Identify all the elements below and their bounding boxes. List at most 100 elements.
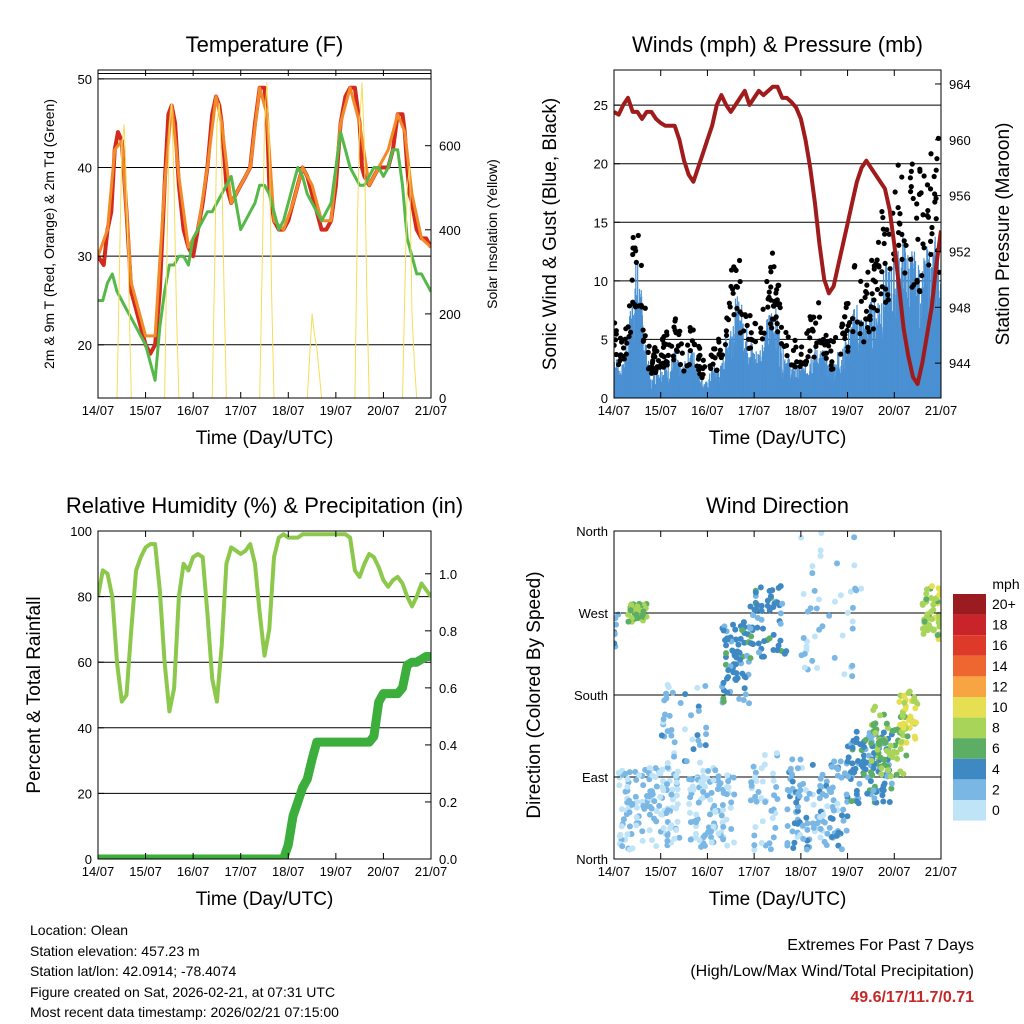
gust-point [804, 330, 810, 336]
winds-ytick-label: 10 [594, 274, 608, 289]
direction-point [626, 809, 633, 816]
direction-point [708, 789, 715, 796]
gust-point [920, 212, 926, 218]
direction-point [759, 778, 766, 785]
direction-point [687, 819, 694, 826]
gust-point [895, 204, 901, 211]
direction-point [732, 636, 739, 643]
gust-point [842, 335, 848, 342]
winds-ylabel: Sonic Wind & Gust (Blue, Black) [540, 98, 561, 370]
legend-title: mph [992, 576, 1019, 592]
direction-point [855, 757, 862, 764]
gust-point [689, 338, 695, 344]
direction-point [818, 531, 825, 536]
gust-point [816, 300, 822, 306]
direction-point [700, 767, 707, 774]
gust-point [915, 236, 921, 242]
gust-point [914, 279, 920, 285]
gust-point [730, 290, 736, 296]
direction-point [928, 616, 935, 623]
direction-point [695, 737, 702, 744]
direction-point [904, 733, 911, 740]
legend-label: 20+ [992, 596, 1016, 612]
gust-point [681, 368, 687, 374]
station-info: Location: Olean Station elevation: 457.2… [30, 920, 339, 1023]
gust-point [641, 337, 647, 343]
winds-y2label: Station Pressure (Maroon) [993, 123, 1014, 346]
legend-label: 4 [992, 761, 1000, 777]
direction-point [708, 834, 715, 841]
gust-point [871, 297, 877, 303]
temperature-xtick-label: 19/07 [320, 403, 353, 418]
direction-point [849, 744, 856, 751]
gust-point [794, 359, 800, 365]
direction-point [928, 583, 935, 590]
gust-point [919, 272, 925, 279]
wind_direction-xtick-label: 14/07 [598, 864, 631, 879]
direction-point [845, 754, 852, 761]
winds-xtick-label: 16/07 [691, 403, 724, 418]
gust-point [741, 328, 747, 334]
direction-point [673, 805, 680, 812]
rainfall-line [98, 652, 431, 859]
gust-point [722, 341, 729, 348]
direction-point [693, 819, 700, 826]
direction-point [824, 803, 831, 810]
humidity-y2tick-label: 0.0 [439, 852, 457, 867]
direction-point [784, 806, 791, 813]
direction-point [784, 786, 791, 793]
gust-point [896, 242, 902, 248]
gust-point [618, 339, 625, 345]
direction-point [703, 731, 710, 738]
direction-point [694, 684, 701, 691]
direction-point [800, 780, 807, 787]
direction-point [710, 823, 717, 830]
direction-point [752, 589, 759, 596]
gust-point [868, 304, 874, 310]
direction-point [871, 795, 878, 802]
direction-point [694, 732, 701, 739]
wind_direction-title: Wind Direction [706, 493, 849, 518]
legend-swatch [953, 717, 986, 739]
direction-point [724, 689, 731, 696]
wind_direction-ytick-label: North [576, 524, 608, 539]
direction-point [695, 703, 702, 710]
gust-point [716, 339, 722, 345]
direction-point [764, 597, 771, 604]
direction-point [814, 665, 821, 672]
direction-point [920, 630, 927, 637]
winds-y2tick-label: 964 [949, 77, 971, 92]
direction-point [720, 698, 727, 705]
winds-xtick-label: 20/07 [878, 403, 911, 418]
direction-point [923, 613, 930, 620]
gust-point [870, 326, 876, 332]
direction-point [614, 621, 620, 628]
direction-point [794, 765, 801, 772]
direction-point [758, 839, 765, 846]
direction-point [688, 712, 695, 719]
direction-point [640, 782, 647, 789]
direction-point [697, 759, 704, 766]
wind_direction-xtick-label: 18/07 [785, 864, 818, 879]
direction-point [910, 698, 917, 705]
gust-point [635, 232, 641, 239]
gust-point [676, 331, 682, 338]
direction-point [912, 735, 919, 742]
gust-point [879, 209, 885, 215]
direction-point [802, 786, 809, 793]
direction-point [759, 625, 766, 632]
gust-point [785, 334, 791, 340]
direction-point [809, 570, 816, 577]
direction-point [896, 698, 903, 705]
gust-point [861, 339, 867, 345]
gust-point [920, 241, 926, 247]
winds-xtick-label: 19/07 [831, 403, 864, 418]
direction-point [666, 712, 673, 719]
direction-point [767, 846, 774, 853]
direction-point [777, 637, 784, 644]
direction-point [752, 769, 759, 776]
wind_direction-xtick-label: 20/07 [878, 864, 911, 879]
direction-point [828, 789, 835, 796]
direction-point [714, 786, 721, 793]
direction-point [840, 817, 847, 824]
